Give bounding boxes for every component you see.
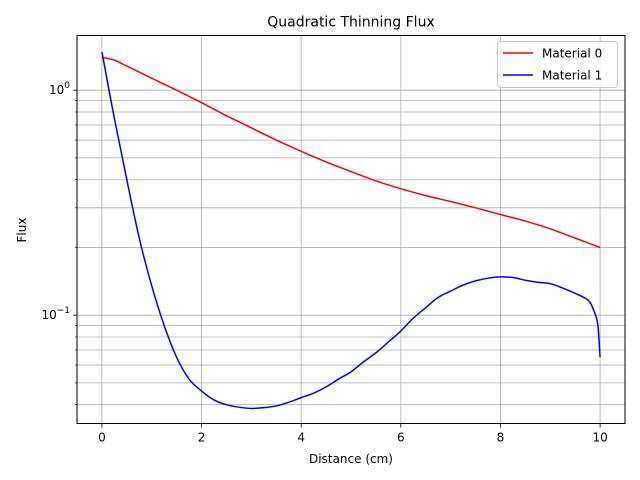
plot-series: [101, 51, 601, 410]
y-tick-label: 100: [49, 81, 70, 97]
series-line-material-1: [101, 51, 601, 410]
x-tick-label: 6: [397, 431, 405, 445]
legend-label-material-0: Material 0: [542, 47, 602, 61]
x-tick-label: 2: [198, 431, 206, 445]
axis-ticks: 0 2 4 6 8 10 10−1 100: [41, 81, 607, 444]
y-tick-label: 10−1: [41, 306, 70, 322]
y-axis-label: Flux: [15, 218, 29, 243]
x-tick-label: 10: [592, 431, 607, 445]
plot-frame: [76, 35, 626, 424]
x-axis-label: Distance (cm): [309, 452, 393, 466]
x-tick-label: 0: [98, 431, 106, 445]
x-tick-label: 8: [497, 431, 505, 445]
chart-title: Quadratic Thinning Flux: [267, 15, 434, 31]
grid: [77, 35, 625, 424]
x-tick-label: 4: [297, 431, 305, 445]
legend: Material 0 Material 1: [497, 41, 618, 88]
legend-label-material-1: Material 1: [542, 69, 602, 83]
series-line-material-0: [101, 56, 601, 249]
